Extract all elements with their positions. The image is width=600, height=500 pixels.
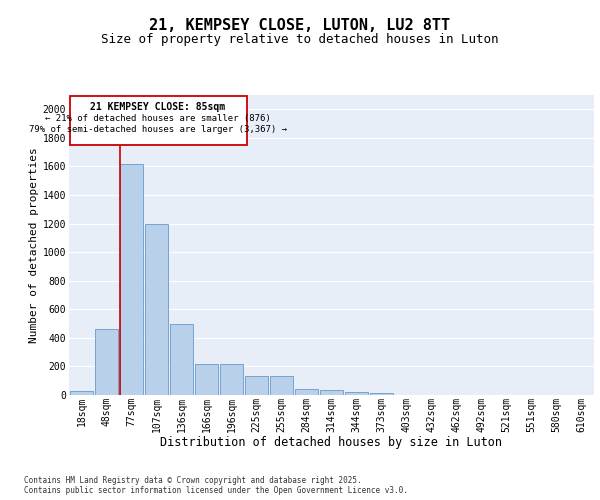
Bar [70,390,93,395]
X-axis label: Distribution of detached houses by size in Luton: Distribution of detached houses by size … [161,436,503,449]
Text: 79% of semi-detached houses are larger (3,367) →: 79% of semi-detached houses are larger (… [29,125,287,134]
Bar [245,376,268,395]
Bar [195,364,218,395]
Text: ← 21% of detached houses are smaller (876): ← 21% of detached houses are smaller (87… [45,114,271,122]
Bar [270,376,293,395]
Text: Size of property relative to detached houses in Luton: Size of property relative to detached ho… [101,32,499,46]
Bar [370,393,393,395]
Text: Contains HM Land Registry data © Crown copyright and database right 2025.
Contai: Contains HM Land Registry data © Crown c… [24,476,408,495]
Bar [145,224,168,395]
Bar [220,364,243,395]
Bar [345,392,368,395]
Y-axis label: Number of detached properties: Number of detached properties [29,147,38,343]
Bar [95,330,118,395]
Bar [170,324,193,395]
Bar [120,164,143,395]
FancyBboxPatch shape [70,96,247,145]
Bar [320,390,343,395]
Text: 21 KEMPSEY CLOSE: 85sqm: 21 KEMPSEY CLOSE: 85sqm [91,102,226,112]
Text: 21, KEMPSEY CLOSE, LUTON, LU2 8TT: 21, KEMPSEY CLOSE, LUTON, LU2 8TT [149,18,451,32]
Bar [295,388,318,395]
